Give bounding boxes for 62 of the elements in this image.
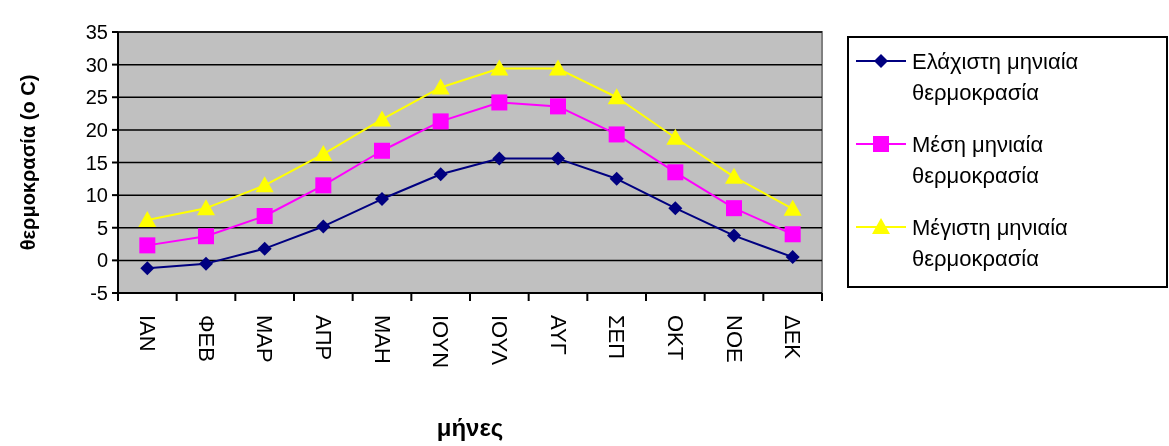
point [783, 199, 802, 216]
point [199, 256, 213, 271]
point [667, 164, 684, 181]
legend-label: Ελάχιστη μηνιαία θερμοκρασία [912, 48, 1079, 105]
point [198, 228, 214, 245]
x-tick-label: ΙΟΥΝ [428, 315, 454, 369]
point [492, 151, 507, 166]
x-tick-label: ΙΑΝ [134, 315, 160, 352]
y-tick-label: 5 [96, 216, 108, 239]
point [433, 167, 448, 182]
point [784, 226, 801, 243]
x-tick-label: ΔΕΚ [780, 315, 806, 360]
point [609, 171, 624, 186]
point [726, 200, 742, 217]
y-tick-label: 30 [85, 53, 108, 76]
point [607, 88, 626, 105]
point [549, 59, 567, 76]
x-tick-label: ΝΟΕ [721, 315, 747, 363]
point [550, 98, 566, 115]
legend-label: Μέγιστη μηνιαία θερμοκρασία [912, 214, 1069, 271]
point [491, 94, 508, 111]
point [139, 237, 156, 254]
x-tick-label: ΙΟΥΛ [486, 315, 512, 366]
point [257, 241, 272, 256]
point [140, 261, 155, 276]
point [666, 128, 685, 145]
y-tick-label: 35 [85, 21, 108, 43]
x-tick-label: ΟΚΤ [662, 315, 688, 361]
point [375, 192, 389, 207]
point [255, 176, 274, 193]
y-tick-label: 20 [85, 118, 108, 141]
point [431, 78, 450, 95]
x-tick-label: ΣΕΠ [604, 315, 630, 360]
x-axis-title: μήνες [436, 414, 504, 441]
point [432, 113, 449, 130]
point [197, 199, 215, 216]
point [314, 145, 333, 162]
y-tick-label: 15 [85, 151, 108, 174]
point [608, 126, 625, 143]
point [374, 142, 390, 159]
point [725, 167, 743, 184]
x-tick-label: ΑΠΡ [310, 315, 336, 361]
y-tick-label: 0 [96, 249, 108, 272]
x-tick-label: ΜΑΡ [252, 315, 278, 363]
y-tick-label: -5 [90, 282, 108, 304]
x-tick-label: ΑΥΓ [545, 315, 571, 355]
point [551, 151, 565, 166]
point [490, 59, 509, 76]
y-axis-title: θερμοκρασία (ο C) [17, 74, 39, 251]
point [785, 250, 800, 265]
legend-label: Μέση μηνιαία θερμοκρασία [912, 131, 1044, 188]
y-tick-label: 10 [85, 184, 108, 207]
point [256, 208, 273, 225]
point [316, 219, 331, 234]
point [315, 177, 332, 194]
point [727, 228, 741, 243]
y-tick-label: 25 [85, 86, 108, 109]
x-tick-label: ΜΑΗ [369, 315, 395, 364]
point [373, 110, 391, 127]
x-tick-label: ΦΕΒ [193, 315, 219, 362]
point [138, 210, 157, 227]
point [668, 201, 683, 216]
